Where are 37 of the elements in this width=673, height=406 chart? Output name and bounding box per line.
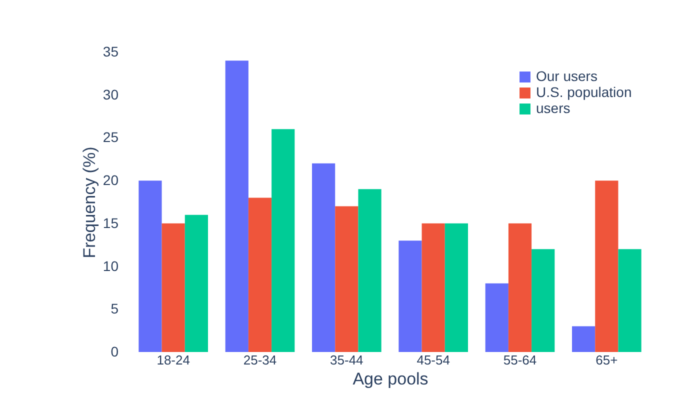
- y-tick-label: 30: [102, 86, 119, 102]
- legend-label: Our users: [536, 68, 598, 84]
- bar: [444, 223, 468, 352]
- bar: [335, 206, 358, 352]
- y-tick-label: 5: [110, 300, 119, 317]
- y-tick-label: 10: [102, 258, 119, 274]
- y-tick-label: 15: [102, 214, 119, 231]
- x-tick-label: 25-34: [243, 352, 277, 368]
- x-tick-label: 55-64: [503, 352, 537, 368]
- x-tick-label: 45-54: [416, 352, 450, 368]
- bar: [358, 189, 382, 352]
- bar: [508, 223, 532, 352]
- bar: [618, 249, 642, 352]
- legend-label: U.S. population: [536, 84, 632, 100]
- bar: [248, 198, 272, 352]
- bar: [572, 326, 596, 352]
- bar: [184, 214, 208, 352]
- bar: [532, 249, 555, 352]
- legend-label: users: [536, 100, 570, 116]
- y-tick-label: 20: [102, 172, 119, 188]
- bar: [398, 240, 422, 352]
- bar: [225, 60, 248, 352]
- bar: [595, 180, 618, 352]
- bar: [272, 129, 295, 352]
- x-tick-label: 65+: [596, 352, 618, 368]
- x-axis-title: Age pools: [352, 370, 428, 388]
- y-axis-title: Frequency (%): [80, 146, 99, 258]
- bar: [162, 223, 185, 352]
- y-tick-label: 35: [102, 44, 119, 60]
- y-tick-label: 0: [110, 344, 119, 360]
- y-tick-label: 25: [102, 129, 119, 146]
- x-tick-label: 18-24: [156, 352, 190, 368]
- x-tick-label: 35-44: [330, 352, 364, 368]
- bar: [422, 223, 445, 352]
- bar: [485, 283, 508, 352]
- bar: [312, 163, 336, 352]
- bar: [138, 180, 162, 352]
